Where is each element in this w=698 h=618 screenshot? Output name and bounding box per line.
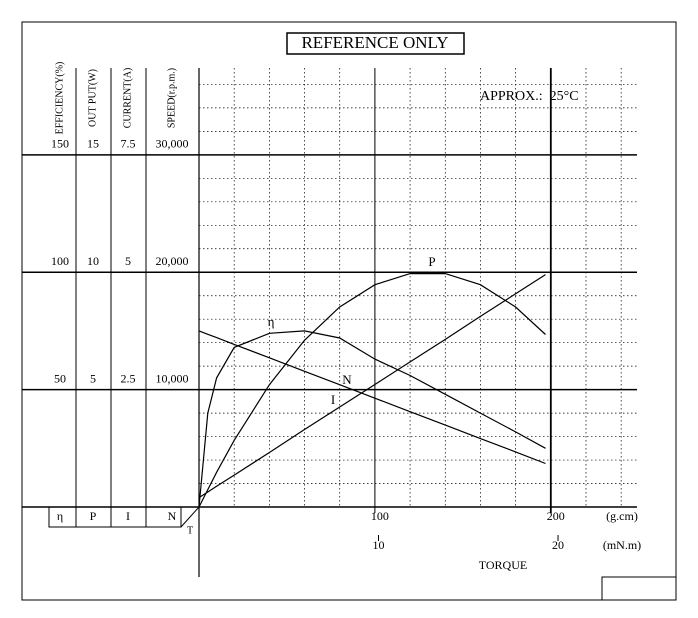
y-tick-label: 20,000 bbox=[156, 254, 189, 268]
curve bbox=[198, 274, 546, 499]
axis-label: CURRENT(A) bbox=[122, 68, 133, 129]
x-axis-label: TORQUE bbox=[479, 558, 527, 572]
origin-label: T bbox=[187, 525, 193, 536]
x-tick-label: 20 bbox=[552, 538, 564, 552]
x-tick-label: 10 bbox=[373, 538, 385, 552]
annotation: APPROX.: 25°C bbox=[480, 89, 579, 104]
y-tick-label: 15 bbox=[87, 137, 99, 151]
y-tick-label: 5 bbox=[90, 371, 96, 385]
y-tick-label: 10,000 bbox=[156, 371, 189, 385]
y-tick-label: 10 bbox=[87, 254, 99, 268]
curve bbox=[198, 330, 546, 508]
axis-label: OUT PUT(W) bbox=[87, 69, 98, 127]
x-unit-label: (g.cm) bbox=[606, 509, 638, 523]
chart-title: REFERENCE ONLY bbox=[301, 33, 448, 52]
x-unit-label: (mN.m) bbox=[603, 538, 641, 552]
x-tick-label: 200 bbox=[547, 509, 565, 523]
symbol-row bbox=[48, 506, 182, 528]
origin-diagonal bbox=[180, 506, 200, 528]
y-tick-label: 2.5 bbox=[121, 371, 136, 385]
axis-symbol: N bbox=[168, 509, 177, 523]
curve-label: I bbox=[331, 392, 335, 407]
x-tick-label: 100 bbox=[371, 509, 389, 523]
title-box bbox=[286, 32, 465, 55]
y-tick-label: 30,000 bbox=[156, 137, 189, 151]
y-tick-label: 100 bbox=[51, 254, 69, 268]
curve-label: N bbox=[342, 372, 352, 387]
axis-symbol: η bbox=[57, 509, 63, 523]
curve bbox=[198, 273, 546, 508]
curve bbox=[198, 330, 546, 465]
y-tick-label: 7.5 bbox=[121, 137, 136, 151]
y-tick-label: 150 bbox=[51, 137, 69, 151]
curve-label: η bbox=[268, 314, 275, 329]
corner-box bbox=[601, 576, 677, 601]
y-tick-label: 5 bbox=[125, 254, 131, 268]
curve-label: P bbox=[428, 254, 435, 269]
outer-frame bbox=[21, 21, 677, 601]
y-tick-label: 50 bbox=[54, 371, 66, 385]
axis-label: EFFICIENCY(%) bbox=[54, 62, 65, 135]
axis-symbol: I bbox=[126, 509, 130, 523]
axis-label: SPEED(r.p.m.) bbox=[166, 68, 177, 128]
axis-symbol: P bbox=[90, 509, 97, 523]
